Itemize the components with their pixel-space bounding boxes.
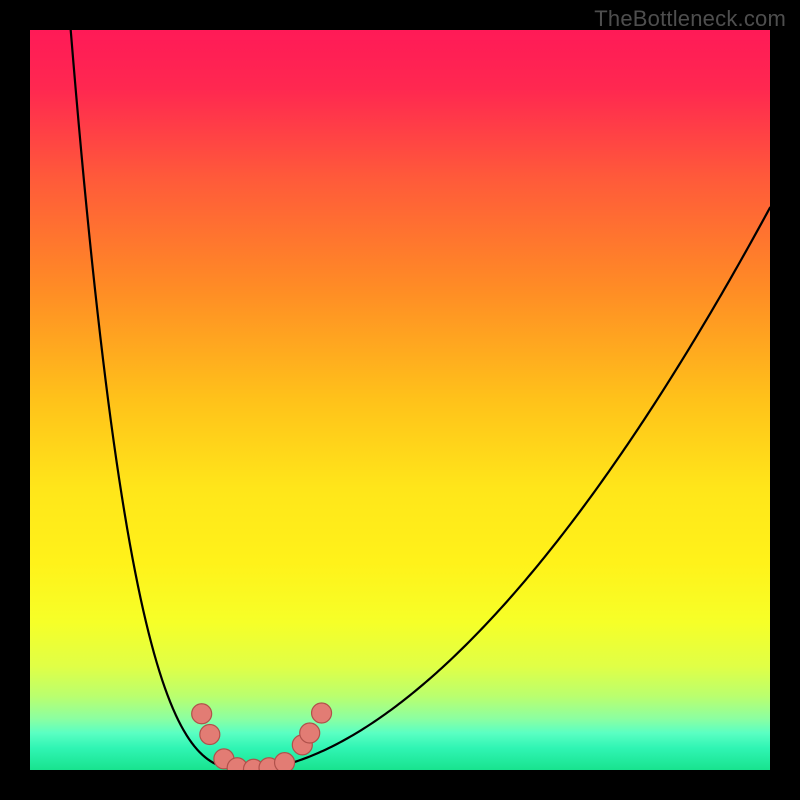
plot-background [30, 30, 770, 770]
curve-marker [200, 724, 220, 744]
curve-marker [312, 703, 332, 723]
bottleneck-chart-svg [0, 0, 800, 800]
chart-frame: TheBottleneck.com [0, 0, 800, 800]
watermark-text: TheBottleneck.com [594, 6, 786, 32]
curve-marker [300, 723, 320, 743]
curve-marker [275, 753, 295, 773]
curve-marker [192, 704, 212, 724]
